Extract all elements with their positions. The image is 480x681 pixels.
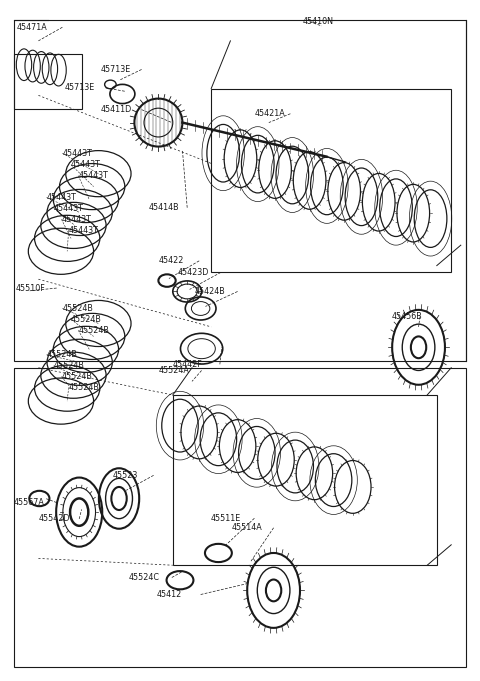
Text: 45443T: 45443T xyxy=(47,193,76,202)
Text: 45713E: 45713E xyxy=(65,83,95,93)
Text: 45523: 45523 xyxy=(113,471,138,480)
Text: 45524A: 45524A xyxy=(158,366,189,375)
Text: 45443T: 45443T xyxy=(71,160,101,170)
Text: 45524B: 45524B xyxy=(62,304,93,313)
Text: 45423D: 45423D xyxy=(178,268,209,277)
Text: 45443T: 45443T xyxy=(54,204,84,213)
Text: 45456B: 45456B xyxy=(391,312,422,321)
Bar xyxy=(14,54,82,109)
Bar xyxy=(14,368,466,667)
Text: 45567A: 45567A xyxy=(13,498,44,507)
Bar xyxy=(211,89,451,272)
Text: 45524B: 45524B xyxy=(69,383,99,392)
Bar xyxy=(173,395,437,565)
Bar xyxy=(14,20,466,361)
Text: 45524B: 45524B xyxy=(78,326,109,335)
Text: 45524B: 45524B xyxy=(71,315,102,324)
Text: 45412: 45412 xyxy=(157,590,182,599)
Text: 45443T: 45443T xyxy=(69,225,98,235)
Text: 45471A: 45471A xyxy=(17,22,48,32)
Text: 45524B: 45524B xyxy=(54,361,84,370)
Text: 45511E: 45511E xyxy=(210,513,240,523)
Text: 45424B: 45424B xyxy=(194,287,225,296)
Text: 45410N: 45410N xyxy=(302,17,334,27)
Text: 45514A: 45514A xyxy=(232,523,263,533)
Text: 45442F: 45442F xyxy=(173,360,203,369)
Text: 45411D: 45411D xyxy=(101,105,132,114)
Text: 45422: 45422 xyxy=(158,256,184,266)
Text: 45524B: 45524B xyxy=(47,350,77,360)
Text: 45414B: 45414B xyxy=(149,203,180,212)
Text: 45524C: 45524C xyxy=(129,573,160,582)
Text: 45713E: 45713E xyxy=(101,65,131,74)
Text: 45510F: 45510F xyxy=(16,283,46,293)
Text: 45443T: 45443T xyxy=(61,215,91,224)
Text: 45443T: 45443T xyxy=(62,148,92,158)
Text: 45421A: 45421A xyxy=(254,109,285,118)
Text: 45524B: 45524B xyxy=(61,372,92,381)
Text: 45443T: 45443T xyxy=(78,171,108,180)
Text: 45542D: 45542D xyxy=(38,514,70,524)
